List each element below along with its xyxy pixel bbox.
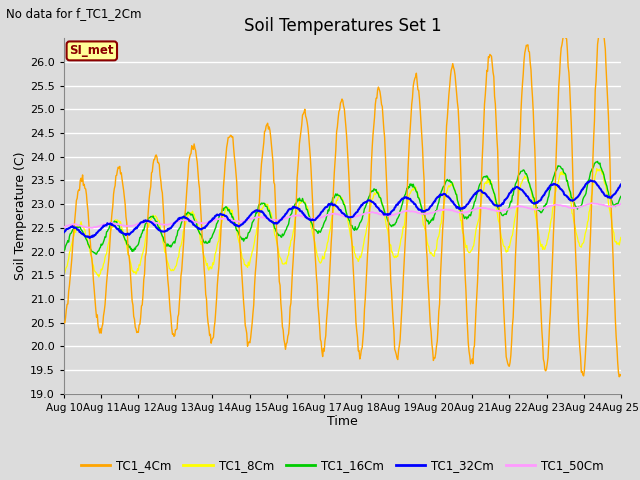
Text: No data for f_TC1_2Cm: No data for f_TC1_2Cm — [6, 7, 142, 20]
Text: SI_met: SI_met — [70, 44, 114, 58]
Y-axis label: Soil Temperature (C): Soil Temperature (C) — [14, 152, 28, 280]
Title: Soil Temperatures Set 1: Soil Temperatures Set 1 — [244, 17, 441, 36]
X-axis label: Time: Time — [327, 415, 358, 429]
Legend: TC1_4Cm, TC1_8Cm, TC1_16Cm, TC1_32Cm, TC1_50Cm: TC1_4Cm, TC1_8Cm, TC1_16Cm, TC1_32Cm, TC… — [76, 454, 609, 477]
